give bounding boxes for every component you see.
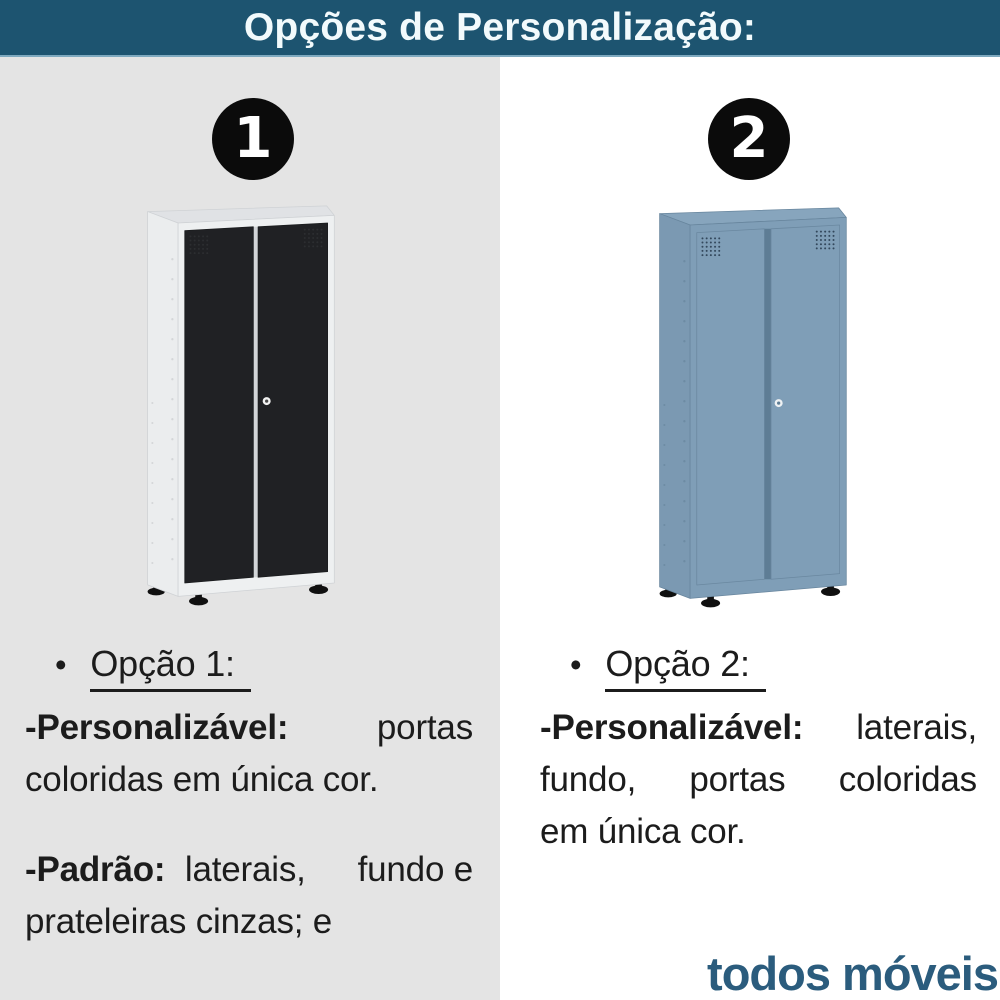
- option2-label: Opção 2:: [605, 642, 766, 692]
- cabinet2-vent-right-icon: [815, 230, 835, 250]
- option2-personalizavel-line3: em única cor.: [540, 812, 746, 851]
- cabinet1-door-left: [184, 226, 254, 584]
- option1-label: Opção 1:: [90, 642, 251, 692]
- option2-bullet: •: [570, 646, 582, 683]
- option2-text-block: • Opção 2: -Personalizável: laterais, fu…: [540, 642, 977, 858]
- option1-text-block: • Opção 1: -Personalizável: portas color…: [25, 642, 473, 948]
- option1-number: 1: [233, 106, 273, 171]
- logo-todos-moveis: todos móveis: [707, 947, 999, 1000]
- option1-padrao-line2: prateleiras cinzas; e: [25, 902, 333, 941]
- cabinet2-keyhole-center: [777, 401, 781, 405]
- cabinet1-vent-right-icon: [303, 228, 323, 248]
- option2-personalizavel-line2: fundo, portas coloridas: [540, 760, 977, 799]
- cabinet2-vent-left-icon: [701, 237, 721, 257]
- option1-bullet: •: [55, 646, 67, 683]
- cabinet2-shelf-holes: [663, 260, 686, 567]
- option2-number-badge: 2: [708, 98, 790, 180]
- cabinet1-shelf-holes: [151, 258, 174, 565]
- option1-padrao-line: -Padrão: laterais, fundo e: [25, 850, 473, 889]
- cabinet-option2-image: [659, 207, 847, 608]
- cabinet-option1-image: [147, 205, 335, 606]
- option1-personalizavel-line: -Personalizável: portas: [25, 708, 473, 747]
- cabinet2-door-gap: [764, 228, 772, 580]
- option1-title-line: • Opção 1:: [25, 642, 473, 692]
- page-title: Opções de Personalização:: [243, 5, 757, 49]
- option2-title-line: • Opção 2:: [540, 642, 977, 692]
- cabinet1-vent-left-icon: [189, 235, 209, 255]
- option1-number-badge: 1: [212, 98, 294, 180]
- cabinet2-door-left: [696, 228, 765, 586]
- cabinet1-door-gap: [253, 226, 259, 578]
- cabinet1-door-right: [257, 222, 328, 578]
- option2-number: 2: [729, 106, 769, 171]
- cabinet1-keyhole-center: [265, 399, 269, 403]
- option1-personalizavel-line2: coloridas em única cor.: [25, 760, 379, 799]
- cabinet2-feet: [659, 583, 841, 608]
- header: Opções de Personalização:: [0, 0, 1000, 57]
- cabinet2-door-right: [770, 224, 840, 580]
- option2-personalizavel-line: -Personalizável: laterais,: [540, 708, 977, 747]
